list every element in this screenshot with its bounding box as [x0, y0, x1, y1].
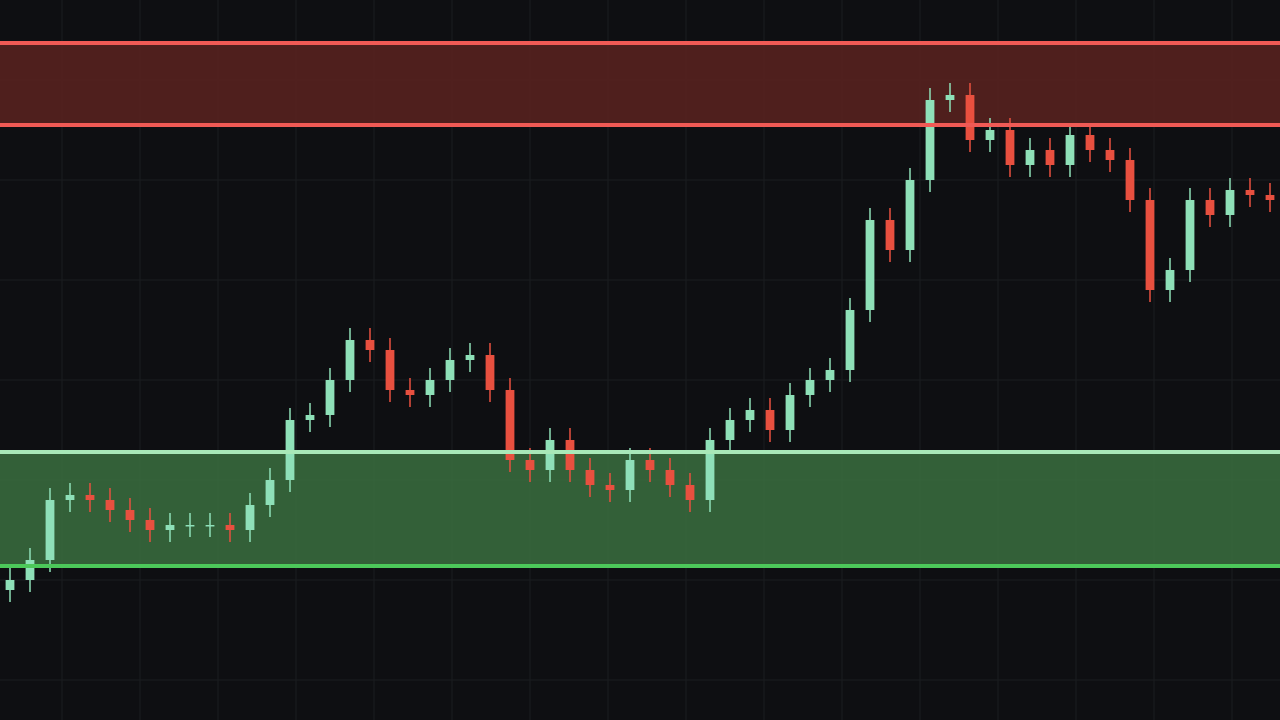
candle-body [1145, 200, 1155, 290]
candle-body [745, 410, 755, 420]
candle-body [1185, 200, 1195, 270]
candle-body [1225, 190, 1235, 215]
zone [0, 43, 1280, 125]
candle-body [1105, 150, 1115, 160]
candle-body [205, 525, 215, 527]
candle-body [885, 220, 895, 250]
candle-body [585, 470, 595, 485]
candle-body [145, 520, 155, 530]
candle-body [1025, 150, 1035, 165]
candle-body [1005, 130, 1015, 165]
candle-body [1065, 135, 1075, 165]
candle-body [625, 460, 635, 490]
candle-body [245, 505, 255, 530]
candle-body [785, 395, 795, 430]
candle-body [505, 390, 515, 460]
candle-body [1045, 150, 1055, 165]
candle-body [525, 460, 535, 470]
candle-body [945, 95, 955, 100]
candle-body [45, 500, 55, 560]
candle-body [545, 440, 555, 470]
candle-body [1265, 195, 1275, 200]
candle-body [365, 340, 375, 350]
candle-body [165, 525, 175, 530]
zone [0, 452, 1280, 566]
candle-body [1205, 200, 1215, 215]
candle-body [185, 525, 195, 527]
candle-body [445, 360, 455, 380]
candle-body [465, 355, 475, 360]
candle-body [965, 95, 975, 140]
candle-body [405, 390, 415, 395]
candle-body [1085, 135, 1095, 150]
candle-body [65, 495, 75, 500]
candle-body [685, 485, 695, 500]
candle-body [925, 100, 935, 180]
candle-body [305, 415, 315, 420]
candle-body [225, 525, 235, 530]
candle-body [85, 495, 95, 500]
candle-body [105, 500, 115, 510]
candle-body [1245, 190, 1255, 195]
candle-body [325, 380, 335, 415]
candle-body [425, 380, 435, 395]
candle-body [5, 580, 15, 590]
candle-body [825, 370, 835, 380]
candle-body [485, 355, 495, 390]
candle-body [345, 340, 355, 380]
candle-body [25, 560, 35, 580]
candle-body [765, 410, 775, 430]
candle-body [385, 350, 395, 390]
candle-body [985, 130, 995, 140]
candle-body [265, 480, 275, 505]
candle-body [645, 460, 655, 470]
candle-body [805, 380, 815, 395]
candle-body [665, 470, 675, 485]
candle-body [605, 485, 615, 490]
candle-body [705, 440, 715, 500]
candle-body [725, 420, 735, 440]
candle-body [845, 310, 855, 370]
candle-body [905, 180, 915, 250]
candle-body [1125, 160, 1135, 200]
candle-body [1165, 270, 1175, 290]
candle-body [865, 220, 875, 310]
candle-body [565, 440, 575, 470]
candle-body [125, 510, 135, 520]
